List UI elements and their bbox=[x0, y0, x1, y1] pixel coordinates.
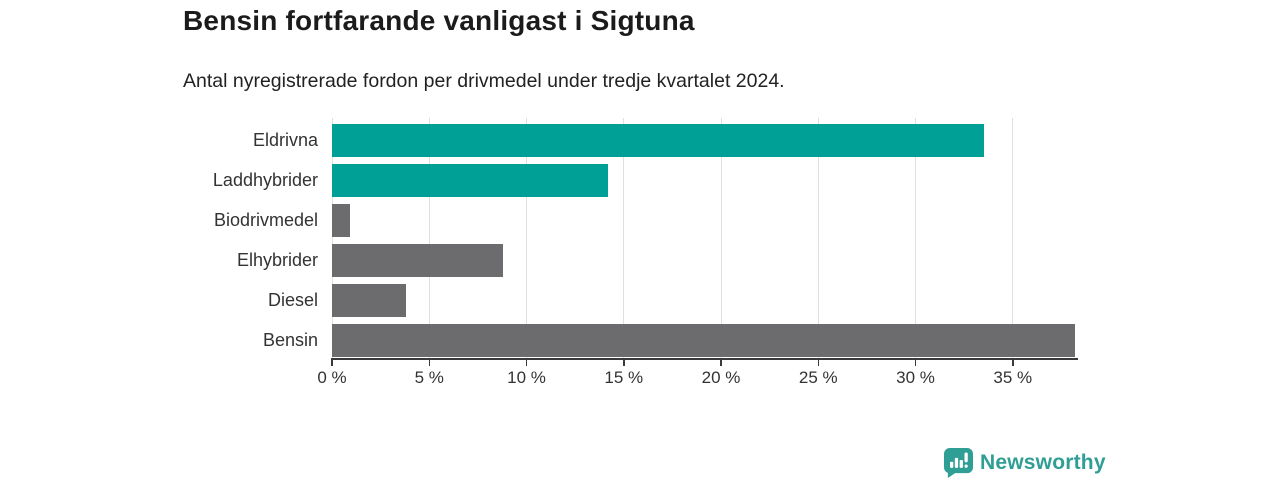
tick-label-5: 5 % bbox=[414, 368, 444, 387]
category-label-diesel: Diesel bbox=[267, 290, 318, 310]
bar-bensin bbox=[332, 324, 1076, 357]
x-axis-line bbox=[331, 358, 1078, 360]
gridline-15 bbox=[623, 118, 625, 358]
tick-0 bbox=[331, 360, 333, 366]
tick-15 bbox=[623, 360, 625, 366]
bar-elhybrider bbox=[332, 244, 504, 277]
tick-label-20: 20 % bbox=[701, 368, 741, 387]
newsworthy-logo: Newsworthy bbox=[944, 448, 1106, 478]
gridline-10 bbox=[526, 118, 528, 358]
chart-title: Bensin fortfarande vanligast i Sigtuna bbox=[183, 5, 695, 36]
category-label-laddhybrider: Laddhybrider bbox=[212, 170, 318, 190]
category-label-biodrivmedel: Biodrivmedel bbox=[213, 210, 318, 230]
gridline-20 bbox=[720, 118, 722, 358]
gridline-35 bbox=[1012, 118, 1014, 358]
bar-biodrivmedel bbox=[332, 204, 350, 237]
newsworthy-bubble-chart-icon bbox=[944, 448, 973, 478]
bar-diesel bbox=[332, 284, 406, 317]
gridline-25 bbox=[817, 118, 819, 358]
chart-subtitle: Antal nyregistrerade fordon per drivmede… bbox=[183, 70, 785, 92]
category-label-bensin: Bensin bbox=[262, 330, 318, 350]
category-label-eldrivna: Eldrivna bbox=[252, 130, 318, 150]
tick-label-25: 25 % bbox=[798, 368, 838, 387]
category-label-elhybrider: Elhybrider bbox=[236, 250, 318, 270]
gridline-0 bbox=[331, 118, 333, 358]
tick-20 bbox=[720, 360, 722, 366]
newsworthy-wordmark: Newsworthy bbox=[980, 451, 1106, 474]
bar-laddhybrider bbox=[332, 164, 609, 197]
tick-label-35: 35 % bbox=[993, 368, 1033, 387]
bar-eldrivna bbox=[332, 124, 984, 157]
tick-35 bbox=[1012, 360, 1014, 366]
tick-30 bbox=[914, 360, 917, 366]
gridline-5 bbox=[428, 118, 430, 358]
tick-label-15: 15 % bbox=[604, 368, 644, 387]
tick-25 bbox=[817, 360, 820, 366]
tick-10 bbox=[525, 360, 528, 366]
tick-label-10: 10 % bbox=[507, 368, 546, 387]
tick-label-30: 30 % bbox=[896, 368, 935, 387]
tick-label-0: 0 % bbox=[317, 368, 347, 387]
tick-5 bbox=[428, 360, 430, 366]
gridline-30 bbox=[915, 118, 917, 358]
